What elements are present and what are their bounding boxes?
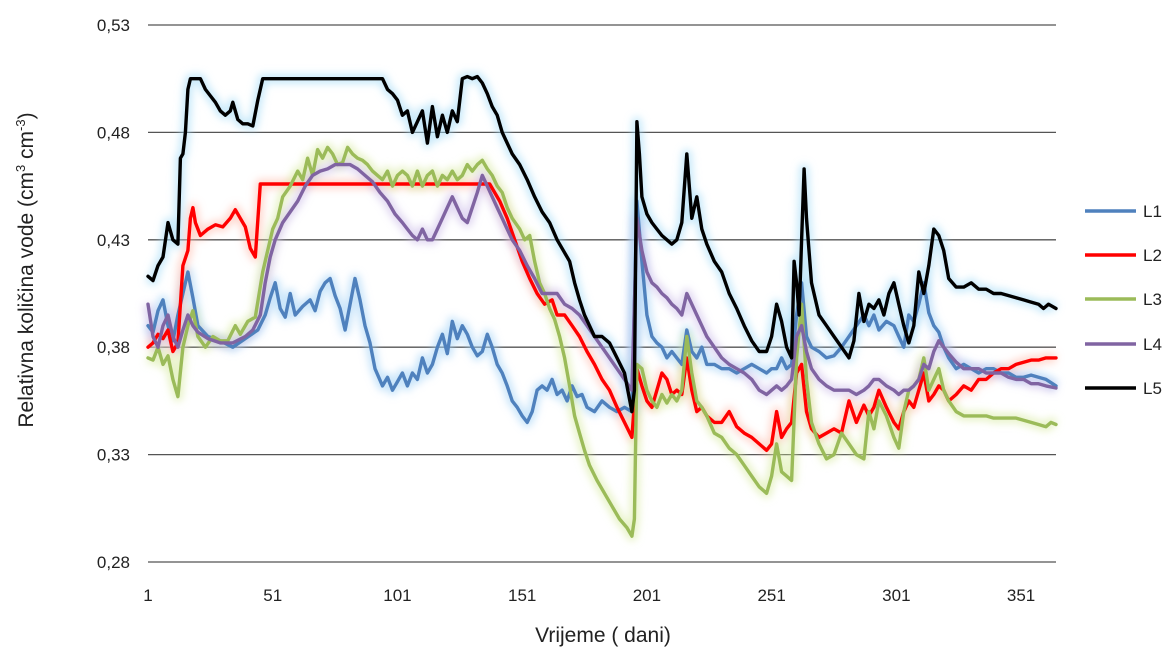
x-tick-label: 51	[263, 586, 282, 605]
x-tick-label: 301	[882, 586, 910, 605]
y-tick-label: 0,38	[97, 338, 130, 357]
x-tick-label: 251	[757, 586, 785, 605]
y-tick-label: 0,28	[97, 553, 130, 572]
y-axis-title-end: )	[15, 112, 38, 119]
legend: L1 L2 L3 L4 L5	[1085, 202, 1162, 398]
series-line-l3	[146, 145, 1058, 538]
y-axis-title-mid: cm	[15, 131, 38, 165]
x-axis-title: Vrijeme ( dani)	[535, 624, 671, 647]
legend-label-l1: L1	[1143, 202, 1162, 221]
legend-label-l2: L2	[1143, 246, 1162, 265]
x-tick-label: 151	[508, 586, 536, 605]
y-axis-title-sup1: 3	[13, 165, 28, 172]
series-line-l1	[146, 199, 1058, 425]
series-line-l5	[146, 74, 1058, 414]
x-tick-label: 101	[383, 586, 411, 605]
legend-label-l4: L4	[1143, 335, 1162, 354]
x-tick-label: 351	[1007, 586, 1035, 605]
series-line-l2	[146, 182, 1058, 452]
legend-label-l3: L3	[1143, 290, 1162, 309]
y-axis-ticks: 0,28 0,33 0,38 0,43 0,48 0,53	[97, 16, 130, 572]
y-axis-title: Relativna količina vode (cm3 cm-3)	[13, 112, 38, 427]
series-lines	[143, 71, 1059, 542]
y-tick-label: 0,53	[97, 16, 130, 35]
y-tick-label: 0,43	[97, 231, 130, 250]
legend-label-l5: L5	[1143, 379, 1162, 398]
x-axis-ticks: 1 51 101 151 201 251 301 351	[143, 586, 1035, 605]
y-axis-title-main: Relativna količina vode (cm	[15, 172, 38, 428]
x-tick-label: 1	[143, 586, 152, 605]
y-axis-title-sup2: -3	[13, 119, 28, 131]
y-tick-label: 0,48	[97, 123, 130, 142]
series-line-l4	[146, 162, 1058, 397]
x-tick-label: 201	[633, 586, 661, 605]
y-tick-label: 0,33	[97, 446, 130, 465]
